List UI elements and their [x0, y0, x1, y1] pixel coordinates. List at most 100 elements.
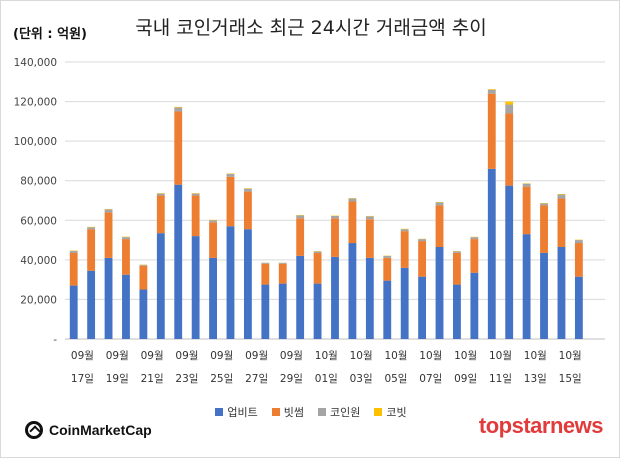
bar-segment — [261, 262, 270, 264]
bar-segment — [122, 237, 130, 240]
x-tick-label: 11일 — [489, 372, 512, 385]
bar-segment — [365, 219, 374, 258]
bar-segment — [278, 262, 287, 264]
legend-label: 빗썸 — [283, 406, 304, 419]
bar-segment — [331, 218, 339, 257]
bar-segment — [557, 194, 566, 199]
bar-segment — [453, 252, 461, 285]
x-tick-label: 19일 — [106, 372, 129, 385]
x-tick-label: 09월 — [210, 350, 233, 362]
bar-segment — [557, 198, 566, 247]
bar-segment — [139, 264, 148, 266]
y-tick-label: 20,000 — [20, 294, 57, 306]
bar-segment — [487, 89, 496, 90]
bar-segment — [174, 106, 183, 108]
coinmarketcap-icon — [25, 421, 43, 439]
legend-swatch — [215, 408, 224, 416]
bar-segment — [104, 212, 113, 258]
x-tick-label: 01일 — [315, 372, 338, 385]
bar-segment — [209, 222, 217, 258]
bar-segment — [226, 173, 235, 177]
coinmarketcap-text: CoinMarketCap — [49, 422, 152, 438]
bar-segment — [540, 252, 548, 339]
bar-segment — [470, 272, 479, 339]
bar-segment — [418, 241, 427, 277]
bar-segment — [139, 265, 148, 290]
legend-swatch — [271, 408, 280, 416]
bar-segment — [278, 263, 287, 284]
bar-segment — [104, 209, 113, 213]
bar-segment — [87, 229, 96, 271]
bar-segment — [87, 270, 96, 339]
x-tick-label: 10월 — [350, 350, 373, 362]
bar-segment — [209, 257, 217, 339]
bar-segment — [470, 237, 479, 240]
x-tick-label: 09월 — [71, 350, 94, 362]
bar-segment — [139, 289, 148, 339]
legend-item: 빗썸 — [271, 404, 304, 420]
legend-swatch — [318, 408, 326, 416]
bar-segment — [435, 205, 444, 247]
bar-segment — [522, 186, 531, 235]
bar-segment — [261, 284, 270, 339]
bar-segment — [574, 276, 583, 339]
bar-segment — [174, 111, 183, 185]
legend-swatch — [374, 408, 383, 416]
x-tick-label: 09월 — [175, 350, 198, 362]
bar-segment — [574, 240, 583, 244]
bar-segment — [348, 198, 357, 202]
x-tick-label: 10월 — [489, 350, 512, 362]
legend-label: 업비트 — [227, 406, 258, 419]
bar-segment — [296, 215, 305, 219]
chart-legend: 업비트 빗썸 코인원 코빗 — [1, 404, 620, 420]
y-tick-label: 60,000 — [20, 215, 57, 227]
bar-segment — [104, 257, 113, 339]
bar-segment — [278, 283, 287, 339]
x-tick-label: 29일 — [280, 372, 303, 385]
bar-segment — [487, 89, 496, 94]
bar-segment — [313, 252, 322, 284]
bar-segment — [522, 183, 531, 187]
bar-segment — [435, 202, 444, 206]
bar-segment — [540, 205, 548, 253]
bar-segment — [243, 191, 252, 230]
bar-segment — [191, 195, 200, 237]
x-tick-label: 25일 — [210, 372, 233, 385]
bar-segment — [261, 263, 270, 285]
bar-segment — [69, 285, 78, 339]
bar-segment — [505, 113, 514, 186]
x-tick-label: 09월 — [141, 350, 164, 362]
bar-segment — [191, 236, 200, 339]
bar-segment — [435, 246, 444, 339]
x-tick-label: 07일 — [419, 372, 442, 385]
x-tick-label: 27일 — [245, 372, 268, 385]
bar-segment — [400, 229, 409, 232]
x-tick-label: 13일 — [524, 372, 547, 385]
bar-segment — [87, 227, 96, 230]
bar-segment — [505, 185, 514, 339]
bar-segment — [69, 250, 78, 253]
bar-segment — [418, 239, 427, 242]
bar-segment — [331, 256, 339, 339]
bar-segment — [226, 226, 235, 339]
bar-segment — [400, 231, 409, 268]
bar-segment — [383, 280, 392, 339]
x-tick-label: 09일 — [454, 372, 477, 385]
bar-segment — [557, 193, 566, 195]
x-tick-label: 17일 — [71, 372, 94, 385]
bar-segment — [243, 229, 252, 339]
bar-segment — [383, 255, 392, 258]
bar-segment — [156, 195, 165, 234]
bar-segment — [418, 276, 427, 339]
bar-segment — [522, 234, 531, 339]
bar-segment — [243, 188, 252, 192]
bar-segment — [174, 184, 183, 339]
chart-title: 국내 코인거래소 최근 24시간 거래금액 추이 — [135, 17, 487, 39]
legend-item: 코인원 — [318, 404, 360, 420]
bar-segment — [453, 251, 461, 253]
bar-segment — [69, 252, 78, 286]
bar-segment — [540, 203, 548, 206]
topstarnews-watermark: topstarnews — [478, 413, 604, 438]
bar-segment — [505, 101, 514, 105]
